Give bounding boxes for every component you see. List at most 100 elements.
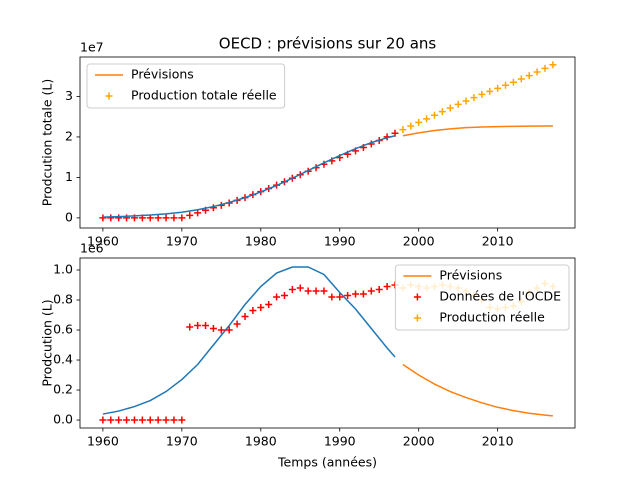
x-tick-label: 2010 (482, 434, 514, 449)
marker (170, 214, 178, 222)
marker (533, 68, 541, 76)
legend-label: Données de l'OCDE (439, 289, 561, 304)
marker (115, 214, 123, 222)
marker (162, 416, 170, 424)
axes-frame (79, 56, 576, 229)
marker (107, 214, 115, 222)
legend: Prévisions Données de l'OCDE Production ré… (394, 264, 570, 331)
marker (344, 292, 352, 300)
marker (233, 320, 241, 328)
marker (375, 286, 383, 294)
line (402, 363, 553, 417)
marker (525, 72, 533, 80)
marker (478, 90, 486, 98)
legend-label: Production réelle (439, 310, 545, 325)
marker (194, 322, 202, 330)
marker (138, 416, 146, 424)
marker (217, 326, 225, 334)
marker (367, 287, 375, 295)
x-tick-label: 1970 (166, 234, 198, 249)
marker (312, 287, 320, 295)
marker (202, 322, 210, 330)
marker (209, 325, 217, 333)
marker (107, 416, 115, 424)
marker (359, 290, 367, 298)
marker (162, 214, 170, 222)
marker (225, 326, 233, 334)
x-tick-label: 1970 (166, 434, 198, 449)
y-tick-label: 0.2 (53, 382, 73, 397)
marker (438, 108, 446, 116)
marker (494, 84, 502, 92)
legend-box (394, 264, 570, 331)
legend-symbol (413, 293, 421, 301)
marker (320, 287, 328, 295)
marker (241, 313, 249, 321)
marker (99, 214, 107, 222)
axes-frame (79, 257, 576, 429)
marker (399, 126, 407, 134)
marker (383, 283, 391, 291)
legend-label: Production totale réelle (131, 88, 277, 103)
marker (304, 287, 312, 295)
marker (115, 416, 123, 424)
marker (549, 61, 557, 69)
marker (430, 111, 438, 119)
marker (391, 129, 399, 137)
x-tick-label: 1960 (87, 234, 119, 249)
y-tick-label: 2 (65, 128, 73, 143)
marker (328, 293, 336, 301)
legend-label: Prévisions (439, 268, 502, 283)
marker (186, 323, 194, 331)
marker (517, 75, 525, 83)
marker (178, 416, 186, 424)
marker (178, 214, 186, 222)
axes: 1960 1970 1980 1990 2000 2010 0 1 2 3 OECD : prévi… (40, 35, 576, 249)
marker (257, 304, 265, 312)
marker (509, 78, 517, 86)
marker (288, 286, 296, 294)
y-tick-label: 0.4 (53, 352, 73, 367)
marker (407, 122, 415, 130)
x-tick-label: 2000 (403, 434, 435, 449)
y-tick-label: 0 (65, 209, 73, 224)
marker (470, 94, 478, 102)
x-tick-label: 1990 (324, 234, 356, 249)
line (402, 125, 553, 137)
y-tick-label: 0.0 (53, 412, 73, 427)
y-tick-label: 1.0 (53, 262, 73, 277)
y-axis-label: Prodcution totale (L) (40, 79, 55, 206)
marker (502, 81, 510, 89)
offset-text: 1e7 (80, 40, 104, 55)
x-tick-label: 1980 (245, 434, 277, 449)
marker (541, 64, 549, 72)
marker (446, 104, 454, 112)
marker (146, 416, 154, 424)
y-axis-label: Prodcution (L) (40, 299, 55, 386)
chart-title: OECD : prévisions sur 20 ans (219, 35, 437, 53)
line (102, 266, 396, 415)
x-axis-label: Temps (années) (277, 455, 377, 470)
marker (186, 211, 194, 219)
marker (462, 97, 470, 105)
y-tick-label: 1 (65, 169, 73, 184)
marker (486, 87, 494, 95)
marker (273, 293, 281, 301)
offset-text: 1e6 (80, 241, 104, 256)
legend-box (86, 63, 286, 109)
marker (280, 292, 288, 300)
legend: Prévisions Production totale réelle (86, 63, 286, 109)
marker (265, 301, 273, 309)
marker (352, 290, 360, 298)
y-tick-label: 3 (65, 88, 73, 103)
marker (123, 416, 131, 424)
x-tick-label: 2010 (482, 234, 514, 249)
x-tick-label: 1990 (324, 434, 356, 449)
x-tick-label: 1980 (245, 234, 277, 249)
marker (154, 416, 162, 424)
marker (336, 293, 344, 301)
legend-symbol (105, 92, 113, 100)
marker (296, 284, 304, 292)
y-tick-label: 0.8 (53, 292, 73, 307)
